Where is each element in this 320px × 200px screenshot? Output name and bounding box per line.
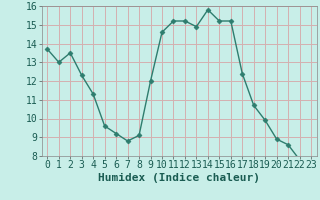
X-axis label: Humidex (Indice chaleur): Humidex (Indice chaleur) (98, 173, 260, 183)
